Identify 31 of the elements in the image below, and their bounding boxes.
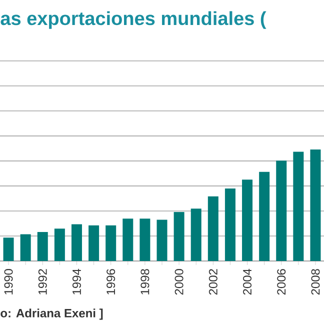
- bar: [259, 172, 270, 261]
- x-tick-label: 2004: [243, 268, 252, 295]
- bar: [190, 208, 202, 261]
- bar: [276, 160, 287, 261]
- bar: [20, 234, 31, 261]
- bar: [71, 224, 82, 261]
- bar: [224, 188, 236, 261]
- bar: [310, 150, 321, 261]
- bar: [88, 225, 100, 261]
- x-tick-label: 1996: [106, 269, 116, 294]
- bar: [208, 196, 218, 261]
- bar: [156, 220, 168, 261]
- x-tick-label: 2008: [311, 269, 320, 295]
- chart-title: as exportaciones mundiales (: [0, 11, 266, 29]
- text: o: Adriana Exeni ]: [0, 308, 103, 320]
- x-tick-label: 2006: [277, 269, 286, 295]
- x-tick-label: 2000: [174, 269, 184, 295]
- bar: [106, 225, 116, 261]
- bar: [293, 152, 304, 261]
- bar: [54, 228, 65, 261]
- x-tick-label: 1998: [140, 269, 150, 294]
- bar: [140, 218, 150, 261]
- x-tick-label: 1990: [4, 269, 13, 294]
- bar: [3, 238, 14, 261]
- x-tick-label: 1994: [72, 268, 81, 294]
- bar: [242, 180, 253, 261]
- bar: [122, 218, 134, 261]
- x-tick-label: 2002: [208, 269, 218, 295]
- x-tick-label: 1992: [38, 269, 47, 294]
- bar: [37, 232, 48, 261]
- bar: [174, 212, 184, 261]
